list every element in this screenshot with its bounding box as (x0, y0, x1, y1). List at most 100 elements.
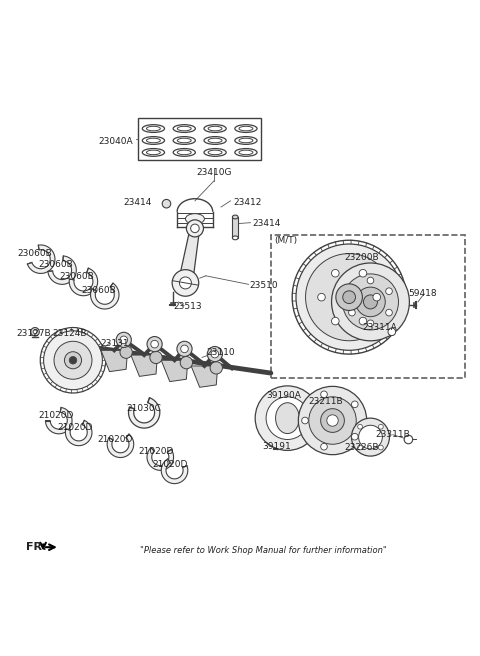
Circle shape (388, 328, 396, 336)
Circle shape (44, 331, 102, 390)
Circle shape (64, 352, 82, 369)
Text: 23060B: 23060B (17, 249, 52, 258)
Text: 23127B: 23127B (16, 329, 51, 338)
Text: 23412: 23412 (233, 197, 261, 207)
Circle shape (180, 277, 192, 289)
Circle shape (356, 287, 385, 317)
Circle shape (299, 386, 367, 455)
Text: 23211B: 23211B (309, 397, 343, 406)
Polygon shape (131, 355, 157, 377)
Text: 21030C: 21030C (126, 404, 161, 413)
Circle shape (172, 270, 199, 297)
Circle shape (180, 345, 188, 353)
Text: 21020D: 21020D (152, 460, 188, 469)
Polygon shape (69, 268, 97, 296)
Circle shape (348, 309, 355, 316)
Text: 23060B: 23060B (38, 260, 73, 270)
Circle shape (358, 424, 362, 429)
Circle shape (404, 435, 413, 443)
Circle shape (359, 318, 367, 325)
Circle shape (33, 330, 37, 334)
Polygon shape (191, 366, 218, 387)
Polygon shape (46, 407, 72, 434)
Text: 23414: 23414 (124, 197, 152, 207)
Text: 23124B: 23124B (53, 329, 87, 338)
Circle shape (266, 397, 309, 440)
Polygon shape (161, 360, 188, 382)
Text: 21020D: 21020D (138, 447, 173, 456)
Circle shape (210, 361, 222, 374)
Ellipse shape (276, 403, 300, 434)
Circle shape (321, 443, 327, 450)
Circle shape (207, 346, 222, 361)
Circle shape (69, 356, 77, 364)
Circle shape (191, 224, 199, 233)
Ellipse shape (232, 236, 238, 239)
Circle shape (151, 340, 158, 348)
Text: 23060B: 23060B (60, 272, 95, 281)
Polygon shape (129, 398, 160, 428)
Text: 59418: 59418 (408, 289, 437, 298)
Circle shape (379, 445, 383, 450)
Circle shape (332, 318, 339, 325)
Ellipse shape (232, 215, 238, 219)
Text: FR.: FR. (25, 543, 46, 552)
Circle shape (301, 417, 308, 424)
Text: 23040A: 23040A (98, 137, 133, 146)
Polygon shape (147, 447, 174, 470)
Bar (232, 217, 238, 238)
Polygon shape (48, 256, 76, 284)
Text: 23200B: 23200B (344, 253, 379, 262)
Text: 23414: 23414 (252, 219, 280, 228)
Bar (138, 118, 261, 159)
Circle shape (211, 350, 219, 358)
Circle shape (120, 346, 132, 358)
Circle shape (386, 309, 392, 316)
Circle shape (379, 424, 383, 429)
Circle shape (186, 220, 204, 237)
Polygon shape (91, 283, 119, 309)
Circle shape (348, 288, 355, 295)
Circle shape (351, 418, 389, 456)
Text: 23311A: 23311A (362, 323, 397, 333)
Circle shape (318, 293, 325, 301)
Text: "Please refer to Work Shop Manual for further information": "Please refer to Work Shop Manual for fu… (140, 546, 387, 554)
Polygon shape (101, 350, 128, 372)
Polygon shape (27, 245, 55, 274)
Circle shape (367, 277, 374, 284)
Circle shape (296, 244, 402, 350)
Circle shape (147, 337, 162, 352)
Circle shape (351, 434, 358, 440)
Circle shape (343, 291, 356, 304)
Text: 23060B: 23060B (81, 287, 116, 295)
Circle shape (336, 284, 362, 310)
Text: 23410G: 23410G (196, 168, 232, 177)
Circle shape (359, 270, 367, 277)
Circle shape (31, 327, 39, 336)
Text: 21020D: 21020D (57, 422, 93, 432)
Circle shape (177, 341, 192, 356)
Text: 23226B: 23226B (344, 443, 379, 452)
Circle shape (306, 254, 393, 340)
Text: 23131: 23131 (100, 338, 129, 348)
Text: 39190A: 39190A (266, 391, 301, 400)
Circle shape (309, 397, 356, 444)
Text: 23513: 23513 (174, 302, 202, 311)
Circle shape (116, 333, 132, 348)
Polygon shape (161, 459, 188, 483)
Circle shape (327, 415, 338, 426)
Text: (M/T): (M/T) (274, 236, 297, 245)
Polygon shape (107, 434, 134, 457)
Circle shape (359, 425, 383, 449)
Circle shape (342, 274, 398, 330)
Polygon shape (65, 420, 92, 445)
Circle shape (332, 263, 409, 341)
Text: 23110: 23110 (207, 348, 235, 357)
Text: 39191: 39191 (263, 442, 291, 451)
Ellipse shape (185, 214, 204, 224)
Circle shape (180, 356, 192, 369)
Circle shape (321, 409, 344, 432)
Circle shape (386, 288, 392, 295)
Bar (271, 236, 466, 378)
Circle shape (162, 199, 171, 208)
